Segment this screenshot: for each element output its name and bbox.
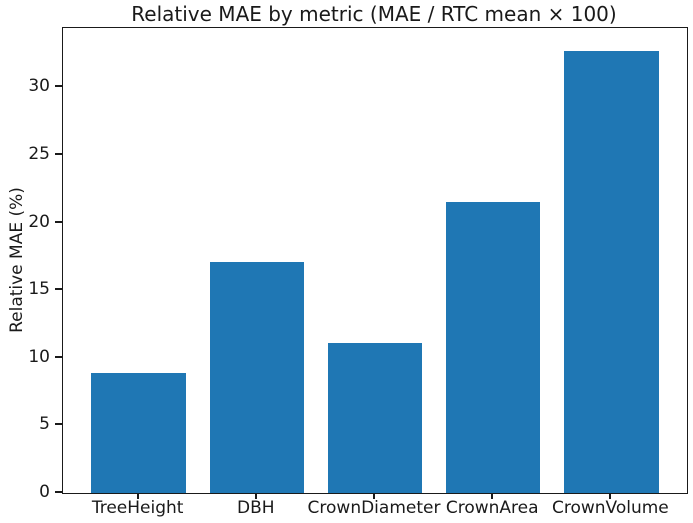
y-tick-label: 5	[39, 414, 50, 435]
y-tick-mark	[55, 288, 62, 291]
plot-area	[62, 27, 688, 494]
x-tick-label: CrownArea	[445, 498, 539, 518]
y-tick-label: 30	[28, 76, 50, 97]
bar	[91, 372, 186, 493]
x-tick-mark	[373, 493, 375, 499]
x-tick-label: DBH	[237, 498, 275, 518]
y-tick-mark	[55, 220, 62, 223]
y-tick-mark	[55, 491, 62, 493]
y-tick-mark	[55, 355, 62, 358]
y-tick-mark	[55, 85, 62, 88]
y-tick-mark	[55, 153, 62, 156]
x-tick-mark	[491, 493, 494, 499]
y-tick-label: 20	[28, 211, 50, 232]
bar	[564, 50, 659, 493]
bar	[209, 261, 305, 493]
y-tick-label: 0	[39, 482, 50, 502]
x-tick-mark	[609, 493, 612, 499]
bar	[327, 342, 423, 493]
y-tick-mark	[55, 423, 62, 426]
y-axis-label: Relative MAE (%)	[7, 187, 27, 333]
y-tick-label: 10	[28, 346, 50, 367]
x-tick-mark	[254, 493, 257, 499]
x-tick-label: CrownVolume	[551, 498, 669, 518]
y-tick-label: 15	[28, 279, 50, 300]
x-tick-label: TreeHeight	[91, 498, 184, 518]
y-tick-label: 25	[28, 144, 50, 165]
chart-title: Relative MAE by metric (MAE / RTC mean ×…	[131, 2, 617, 26]
x-tick-mark	[136, 493, 139, 499]
bar	[445, 202, 541, 493]
x-tick-label: CrownDiameter	[307, 498, 441, 518]
